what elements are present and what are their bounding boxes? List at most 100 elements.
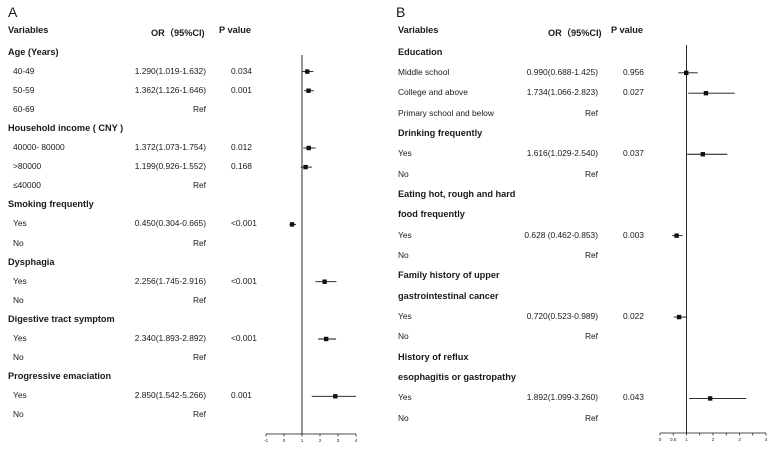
or-ci-value: Ref <box>584 412 598 423</box>
group-label: Eating hot, rough and hard <box>398 188 516 199</box>
p-value: 0.001 <box>231 390 252 401</box>
row-label: Middle school <box>398 66 450 77</box>
or-point <box>333 394 338 399</box>
panel-label-b: B <box>396 4 406 20</box>
x-tick-label: 2 <box>319 438 322 443</box>
or-ci-value: Ref <box>192 103 206 114</box>
p-value: 0.956 <box>623 66 644 77</box>
or-point <box>700 152 706 157</box>
or-ci-value: 2.340(1.893-2.892) <box>134 333 206 343</box>
x-tick-label: 4 <box>355 438 358 443</box>
x-tick-label: 4 <box>765 437 768 442</box>
p-value: 0.003 <box>623 229 644 240</box>
row-label: No <box>13 294 24 305</box>
or-ci-value: Ref <box>192 409 206 420</box>
p-value: 0.012 <box>231 142 252 152</box>
row-label: Yes <box>398 148 412 159</box>
row-label: Yes <box>398 311 412 322</box>
column-header-p-value: P value <box>219 25 252 35</box>
x-tick-label: 1 <box>685 437 688 442</box>
row-label: No <box>13 237 24 248</box>
or-point <box>707 396 713 401</box>
x-tick-label: -1 <box>264 438 269 443</box>
or-point <box>323 336 329 342</box>
or-ci-value: Ref <box>584 331 598 342</box>
p-value: 0.022 <box>623 311 644 322</box>
group-label: Digestive tract symptom <box>8 313 115 324</box>
row-label: Yes <box>13 390 27 401</box>
group-label: food frequently <box>398 209 465 220</box>
or-ci-value: 0.450(0.304-0.665) <box>134 218 206 229</box>
row-label: No <box>398 412 409 423</box>
row-label: No <box>398 168 409 179</box>
group-label: Age (Years) <box>8 46 59 57</box>
or-ci-value: 0.990(0.688-1.425) <box>526 66 598 77</box>
group-label: Family history of upper <box>398 270 500 281</box>
column-header-variables: Variables <box>398 25 439 35</box>
or-ci-value: Ref <box>192 180 206 191</box>
row-label: Primary school and below <box>398 107 494 118</box>
or-ci-value: Ref <box>584 107 598 118</box>
group-label: Education <box>398 46 443 57</box>
row-label: 40000- 80000 <box>13 142 65 152</box>
or-ci-value: 1.290(1.019-1.632) <box>134 65 206 76</box>
row-label: Yes <box>13 275 27 286</box>
or-ci-value: 1.734(1.066-2.823) <box>526 87 598 98</box>
or-ci-value: 1.372(1.073-1.754) <box>134 142 206 152</box>
x-tick-label: 3 <box>738 437 741 442</box>
or-point <box>306 145 311 151</box>
group-label: Progressive emaciation <box>8 371 112 382</box>
p-value: 0.043 <box>623 392 644 403</box>
row-label: No <box>398 331 409 342</box>
x-tick-label: 3 <box>337 438 340 443</box>
group-label: Smoking frequently <box>8 199 94 210</box>
or-point <box>674 233 679 238</box>
x-tick-label: 1 <box>301 438 304 443</box>
group-label: Dysphagia <box>8 256 55 267</box>
column-header-or-ci: OR（95%CI) <box>151 28 205 38</box>
row-label: Yes <box>13 333 27 343</box>
column-header-variables: Variables <box>8 25 49 35</box>
row-label: Yes <box>13 218 27 229</box>
x-tick-label: 2 <box>712 437 715 442</box>
p-value: 0.168 <box>231 161 252 172</box>
or-point <box>306 88 311 93</box>
or-ci-value: 2.256(1.745-2.916) <box>134 275 206 286</box>
or-point <box>322 279 327 284</box>
row-label: No <box>398 250 409 260</box>
p-value: 0.027 <box>623 87 644 98</box>
column-header-or-ci: OR（95%CI) <box>548 28 602 38</box>
p-value: 0.037 <box>623 148 644 159</box>
or-ci-value: Ref <box>192 237 206 248</box>
p-value: <0.001 <box>231 333 257 343</box>
or-ci-value: Ref <box>584 250 598 260</box>
row-label: Yes <box>398 392 412 403</box>
or-ci-value: 1.362(1.126-1.646) <box>134 84 206 95</box>
or-ci-value: Ref <box>192 352 206 363</box>
or-ci-value: 0.720(0.523-0.989) <box>526 311 598 322</box>
row-label: Yes <box>398 229 412 240</box>
row-label: 60-69 <box>13 103 35 114</box>
group-label: Household income ( CNY ) <box>8 122 124 133</box>
or-ci-value: Ref <box>192 294 206 305</box>
group-label: Drinking frequently <box>398 127 483 138</box>
row-label: No <box>13 409 24 420</box>
row-label: >80000 <box>13 161 42 172</box>
x-tick-label: 0 <box>659 437 662 442</box>
row-label: ≤40000 <box>13 180 41 191</box>
forest-plot-b: 0 0.5 1 2 3 4 <box>659 45 768 442</box>
or-ci-value: Ref <box>584 168 598 179</box>
row-label: 40-49 <box>13 65 35 76</box>
or-ci-value: 1.199(0.926-1.552) <box>134 161 206 172</box>
p-value: 0.034 <box>231 65 252 76</box>
or-point <box>305 69 310 74</box>
or-point <box>289 222 295 227</box>
p-value: <0.001 <box>231 275 257 286</box>
row-label: No <box>13 352 24 363</box>
column-header-p-value: P value <box>611 25 644 35</box>
group-label: gastrointestinal cancer <box>398 290 499 301</box>
or-ci-value: 1.616(1.029-2.540) <box>526 148 598 159</box>
group-label: History of reflux <box>398 351 469 362</box>
p-value: <0.001 <box>231 218 257 229</box>
row-label: 50-59 <box>13 84 35 95</box>
